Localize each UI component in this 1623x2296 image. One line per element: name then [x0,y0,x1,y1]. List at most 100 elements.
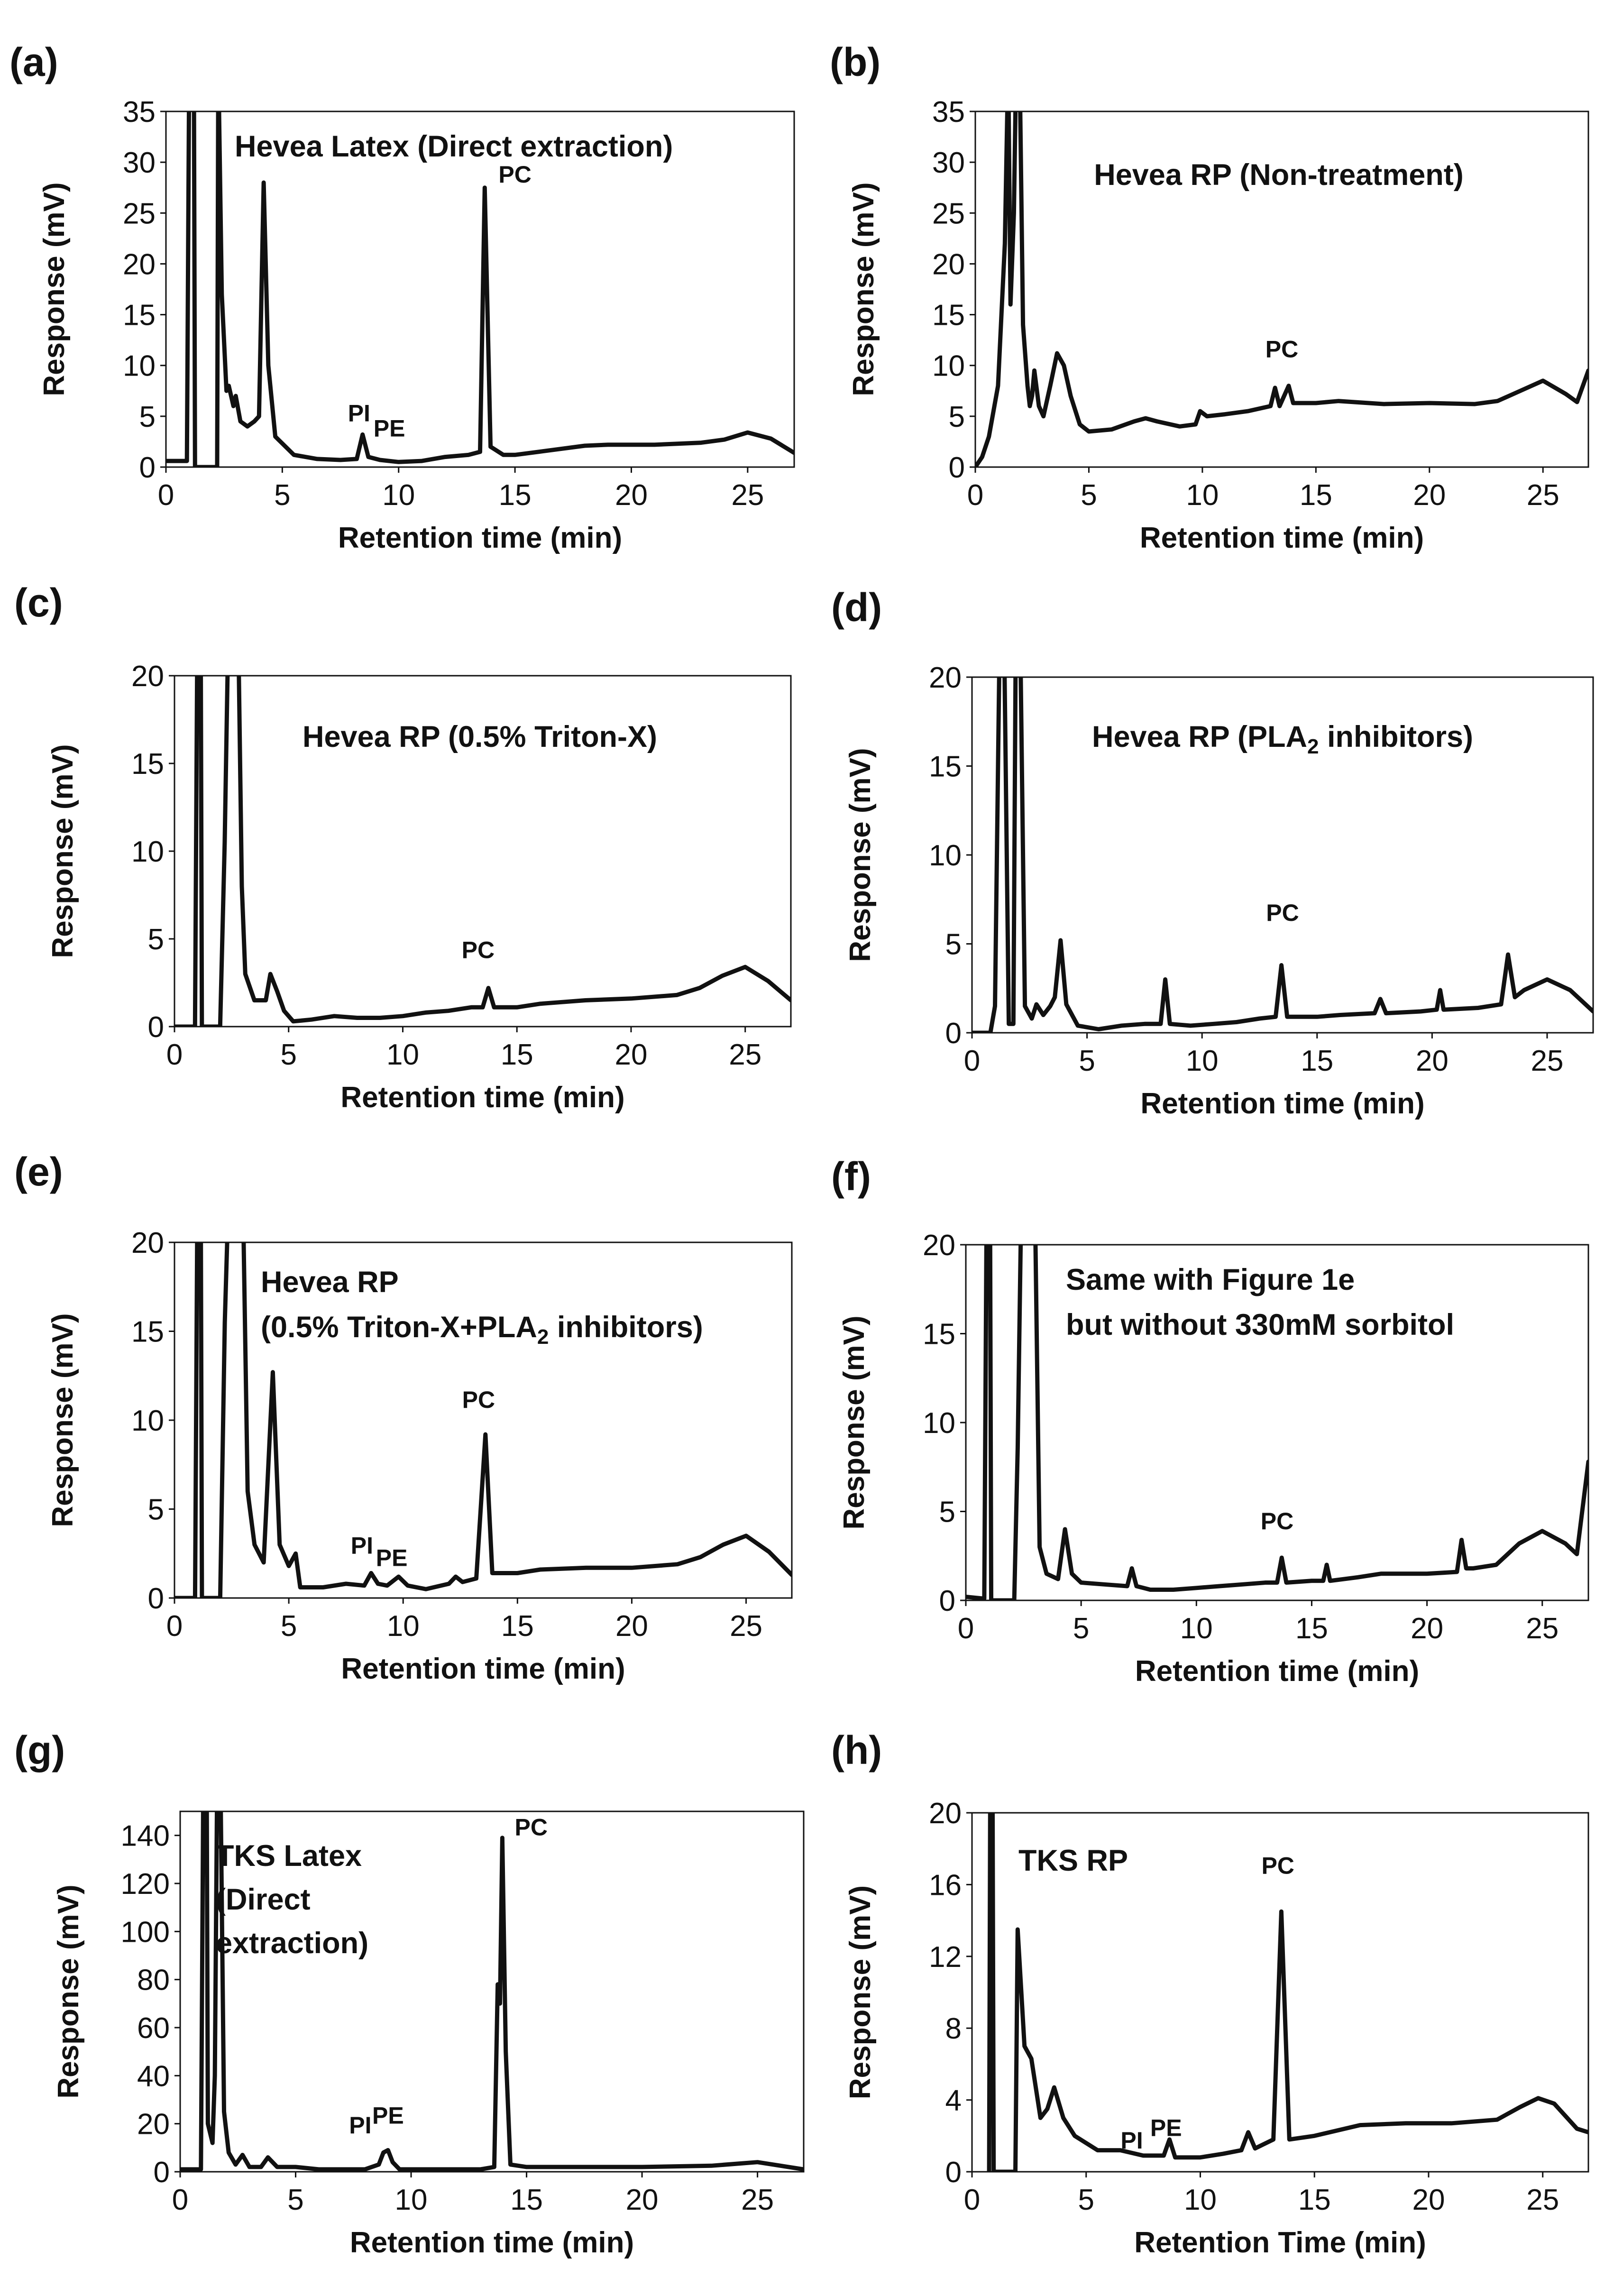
x-axis-label: Retention Time (min) [1134,2226,1426,2259]
chromatogram-trace [174,1242,792,1598]
y-tick-label: 140 [121,1820,170,1853]
chromatogram-trace [987,1813,1588,2172]
x-tick-label: 25 [730,1610,762,1643]
y-tick-label: 5 [148,1494,164,1526]
panel-label-h: (h) [831,1728,882,1773]
y-tick-label: 5 [945,928,962,961]
x-tick-label: 10 [382,479,415,512]
panel-label-f: (f) [831,1154,871,1199]
x-tick-label: 25 [1526,1612,1559,1645]
y-axis-label: Response (mV) [52,1884,85,2098]
y-tick-label: 0 [949,451,965,484]
x-tick-label: 5 [1079,1045,1095,1077]
panel-h: (h) 0 5 10 15 20 25 0 4 8 12 16 20 Retention Time (mi… [831,1728,1589,2259]
x-axis-label: Retention time (min) [341,1653,625,1685]
y-tick-label: 100 [121,1916,170,1948]
y-axis-label: Response (mV) [847,182,880,396]
x-tick-label: 10 [1186,479,1219,512]
x-axis-label: Retention time (min) [340,1081,624,1114]
peak-label-pc: PC [1265,336,1298,363]
x-tick-label: 10 [1186,1045,1219,1077]
x-tick-label: 5 [1073,1612,1089,1645]
y-tick-label: 25 [123,197,156,230]
panel-title: extraction) [216,1927,368,1960]
chromatogram-trace [166,111,794,467]
panel-label-a: (a) [9,40,58,84]
y-tick-label: 20 [929,661,962,694]
y-tick-label: 16 [929,1869,962,1901]
y-tick-label: 10 [932,350,965,383]
peak-label-pc: PC [1261,1508,1293,1534]
x-tick-label: 15 [1300,479,1332,512]
y-tick-label: 10 [923,1407,955,1440]
peak-label-pc: PC [1261,1853,1294,1879]
y-axis-label: Response (mV) [838,1315,871,1529]
x-tick-label: 15 [501,1610,534,1643]
y-tick-label: 15 [929,751,962,783]
panel-title: TKS Latex [216,1839,362,1873]
panel-label-e: (e) [14,1149,63,1194]
plot-frame [974,110,1589,468]
y-tick-label: 15 [123,299,156,332]
y-axis-label: Response (mV) [46,1313,79,1527]
title-part: inhibitors) [549,1311,703,1344]
y-tick-label: 20 [131,660,164,693]
peak-label-pe: PE [376,1545,408,1571]
x-tick-label: 0 [967,479,983,512]
x-tick-label: 20 [615,479,648,512]
y-tick-label: 10 [131,836,164,868]
panel-title: Hevea Latex (Direct extraction) [235,130,673,163]
chromatogram-trace [966,1245,1588,1600]
title-part: Hevea RP (PLA [1092,720,1307,753]
x-tick-label: 25 [1531,1045,1563,1077]
chromatogram-trace [972,677,1593,1033]
peak-label-pc: PC [1266,900,1299,926]
y-tick-label: 10 [131,1405,164,1437]
y-tick-label: 5 [148,923,164,956]
x-tick-label: 5 [287,2184,303,2216]
x-tick-label: 0 [958,1612,974,1645]
chromatogram-trace [180,1811,804,2172]
x-tick-label: 10 [1184,2184,1217,2216]
x-tick-label: 20 [1416,1045,1449,1077]
panel-title: TKS RP [1018,1844,1128,1877]
plot-frame [179,1810,805,2173]
y-tick-label: 30 [123,147,156,179]
x-tick-label: 25 [729,1038,761,1071]
y-tick-label: 35 [123,96,156,129]
x-tick-label: 25 [1526,2184,1559,2216]
x-tick-label: 20 [614,1038,647,1071]
x-tick-label: 5 [1078,2184,1094,2216]
x-tick-label: 10 [395,2184,428,2216]
y-tick-label: 30 [932,147,965,179]
panel-label-g: (g) [14,1728,65,1773]
title-part: 2 [1307,735,1319,758]
x-tick-label: 15 [501,1038,533,1071]
y-tick-label: 0 [148,1582,164,1615]
y-tick-label: 60 [137,2012,170,2045]
x-axis-label: Retention time (min) [350,2226,634,2259]
panel-g: (g) 0 5 10 15 20 25 0 20 40 60 80 100 120 140 Retention… [14,1728,805,2259]
y-tick-label: 8 [945,2012,962,2045]
title-part: 2 [537,1325,549,1349]
x-tick-label: 25 [1527,479,1559,512]
panel-a: (a) 0 5 10 15 20 25 0 5 10 15 20 25 30 35 Retention tim… [9,40,795,554]
peak-label-pi: PI [351,1532,373,1559]
y-tick-label: 5 [949,401,965,433]
panel-title: Hevea RP (Non-treatment) [1094,158,1464,192]
y-tick-label: 12 [929,1941,962,1974]
x-tick-label: 10 [386,1038,419,1071]
panel-label-b: (b) [830,40,880,84]
x-tick-label: 20 [1413,479,1446,512]
panel-label-d: (d) [831,585,882,630]
y-tick-label: 0 [939,1585,955,1617]
panel-d: (d) 0 5 10 15 20 25 0 5 10 15 20 Retention time (min… [831,585,1594,1120]
y-axis-label: Response (mV) [38,182,71,396]
x-axis-label: Retention time (min) [1140,522,1424,554]
x-tick-label: 25 [731,479,764,512]
x-tick-label: 10 [387,1610,420,1643]
y-tick-label: 35 [932,96,965,129]
y-tick-label: 0 [139,451,156,484]
chromatogram-trace [975,111,1588,467]
y-tick-label: 20 [137,2108,170,2141]
